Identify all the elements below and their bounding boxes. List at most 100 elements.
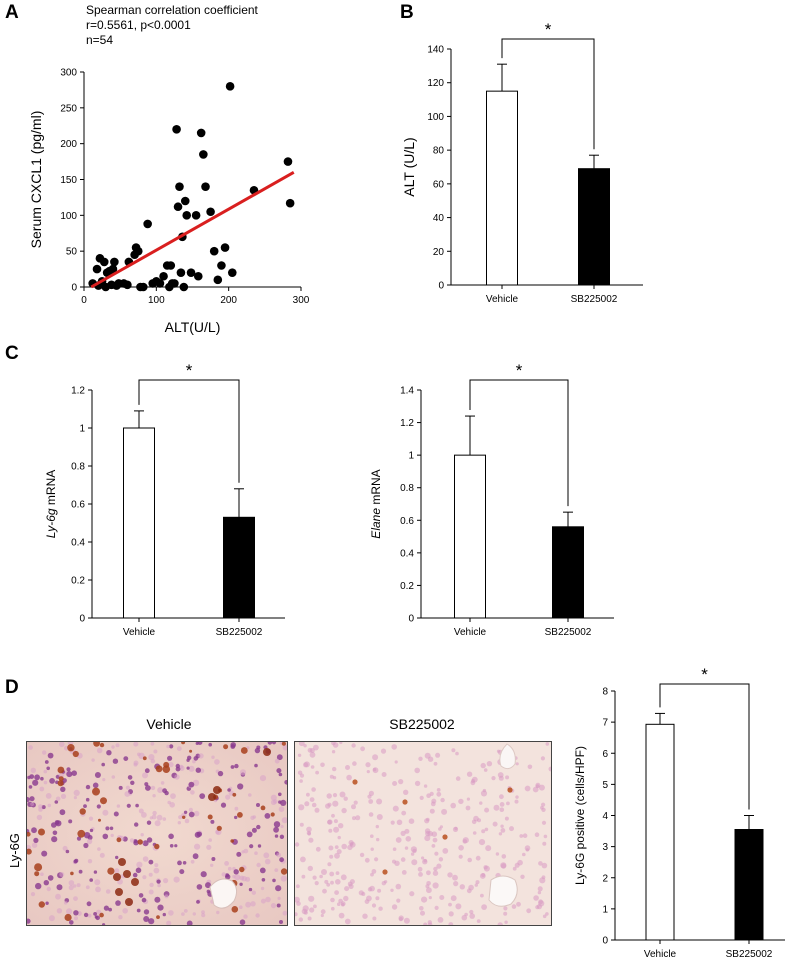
nucleus	[371, 903, 377, 908]
nucleus	[122, 908, 128, 914]
nucleus	[278, 806, 285, 812]
scatter-point	[139, 282, 148, 292]
scatter-point	[196, 128, 206, 138]
nucleus	[274, 834, 279, 838]
nucleus	[256, 745, 261, 750]
nucleus	[541, 802, 546, 807]
y-tick-label-a: 300	[60, 68, 77, 79]
nucleus	[504, 816, 509, 821]
nucleus	[309, 751, 316, 758]
nucleus	[500, 828, 506, 833]
nucleus	[344, 886, 350, 892]
nucleus	[192, 779, 200, 787]
ly6g-positive-cell	[137, 839, 143, 845]
nucleus	[478, 839, 486, 846]
scatter-point	[173, 202, 183, 212]
nucleus	[221, 872, 226, 877]
nucleus	[458, 854, 463, 859]
nucleus	[66, 767, 71, 772]
nucleus	[435, 752, 441, 758]
nucleus	[108, 907, 112, 912]
y-tick-label-d: 3	[602, 842, 608, 853]
nucleus	[109, 826, 114, 831]
nucleus	[366, 770, 370, 774]
nucleus	[331, 813, 335, 818]
nucleus	[320, 913, 324, 918]
nucleus	[315, 846, 321, 852]
nucleus	[85, 797, 90, 802]
nucleus	[328, 845, 334, 851]
nucleus	[426, 870, 431, 876]
nucleus	[334, 852, 340, 859]
micrograph-vehicle-image	[27, 742, 287, 925]
nucleus	[56, 884, 63, 891]
nucleus	[239, 769, 247, 776]
nucleus	[462, 839, 468, 844]
scatter-point	[199, 150, 208, 159]
nucleus	[263, 852, 270, 859]
nucleus	[274, 868, 279, 872]
nucleus	[483, 768, 488, 772]
nucleus	[298, 742, 305, 747]
nucleus	[254, 763, 258, 768]
nucleus	[97, 847, 101, 851]
nucleus	[400, 830, 406, 836]
nucleus	[506, 801, 510, 806]
nucleus	[30, 767, 36, 773]
nucleus	[236, 851, 242, 857]
nucleus	[381, 772, 387, 777]
nucleus	[42, 750, 47, 755]
nucleus	[166, 744, 170, 749]
nucleus	[196, 900, 200, 904]
scatter-point	[206, 207, 215, 217]
nucleus	[533, 895, 539, 901]
panel-letter-a: A	[5, 2, 19, 23]
nucleus	[49, 778, 55, 784]
nucleus	[224, 861, 230, 866]
ly6g-positive-cell	[189, 749, 193, 753]
nucleus	[206, 889, 211, 894]
scatter-point	[99, 257, 109, 267]
nucleus	[300, 856, 306, 863]
nucleus	[276, 903, 281, 908]
nucleus	[479, 801, 483, 805]
nucleus	[41, 850, 48, 857]
nucleus	[123, 756, 129, 761]
significance-bracket-b	[501, 38, 595, 150]
nucleus	[127, 775, 133, 780]
scatter-point	[180, 196, 190, 206]
nucleus	[418, 756, 423, 761]
nucleus	[433, 761, 438, 766]
scatter-point	[108, 264, 118, 274]
nucleus	[118, 915, 123, 920]
nucleus	[151, 814, 157, 820]
nucleus	[320, 762, 325, 768]
y-tick-label-c2: 1.4	[400, 386, 414, 397]
nucleus	[538, 784, 545, 791]
nucleus	[436, 863, 442, 869]
nucleus	[76, 883, 81, 888]
nucleus	[434, 851, 439, 856]
nucleus	[365, 762, 371, 768]
nucleus	[548, 766, 551, 772]
nucleus	[324, 879, 329, 884]
nucleus	[505, 775, 510, 780]
nucleus	[331, 906, 335, 911]
nucleus	[452, 826, 459, 832]
nucleus	[339, 742, 343, 745]
nucleus	[181, 912, 185, 916]
nucleus	[486, 761, 493, 767]
nucleus	[427, 756, 434, 762]
nucleus	[210, 863, 214, 867]
nucleus	[475, 880, 480, 885]
nucleus	[68, 885, 74, 891]
nucleus	[197, 742, 203, 745]
nucleus	[369, 885, 375, 892]
nucleus	[208, 742, 212, 747]
nucleus	[173, 876, 180, 883]
nucleus	[133, 839, 138, 844]
nucleus	[332, 793, 338, 798]
nucleus	[31, 827, 37, 834]
y-tick-label-c2: 0.4	[400, 548, 414, 559]
y-tick-label-c1: 0	[79, 614, 85, 625]
